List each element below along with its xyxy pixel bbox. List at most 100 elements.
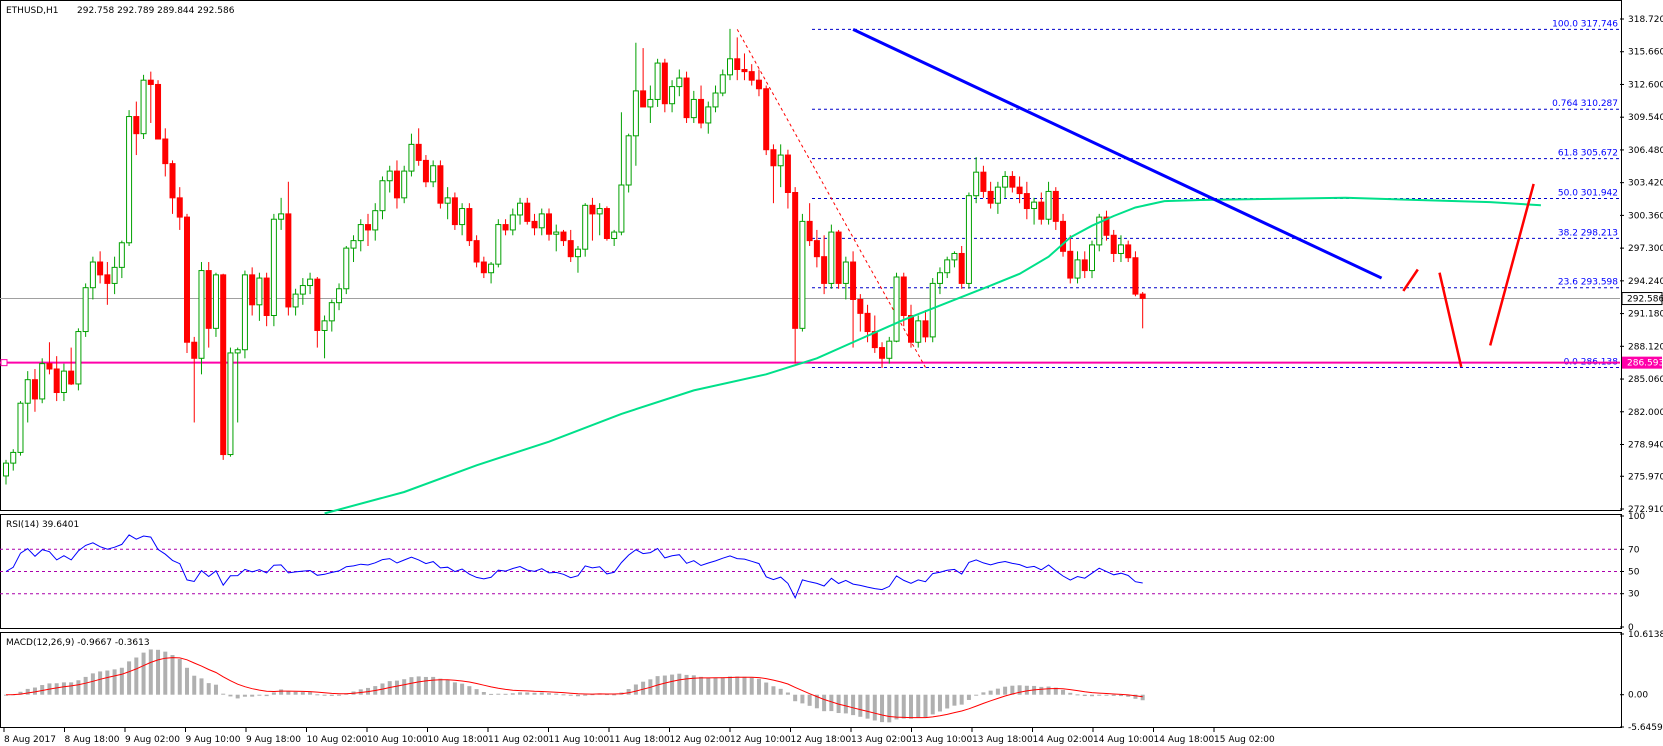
candle-body (676, 77, 683, 88)
rsi-tick-label: 30 (1628, 590, 1640, 600)
candle-body (444, 197, 451, 204)
macd-histogram-bar (61, 682, 66, 695)
macd-histogram-bar (460, 683, 465, 695)
macd-histogram-bar (988, 690, 993, 695)
candle-body (372, 210, 379, 231)
rsi-tick-label: 50 (1628, 568, 1640, 578)
candle-body (169, 163, 176, 199)
macd-histogram-bar (1082, 694, 1087, 697)
macd-histogram-bar (423, 676, 428, 695)
macd-histogram-bar (814, 694, 819, 709)
candle-body (299, 285, 306, 295)
macd-histogram-bar (800, 694, 805, 704)
macd-histogram-bar (90, 673, 95, 695)
macd-histogram-bar (916, 694, 921, 718)
macd-histogram-bar (452, 682, 457, 695)
price-tick-label: 282.000 (1628, 408, 1663, 418)
candle-body (669, 86, 676, 105)
macd-histogram-bar (445, 680, 450, 695)
candle-body (234, 349, 241, 354)
candle-body (712, 92, 719, 108)
candle-body (393, 170, 400, 199)
time-tick-label: 13 Aug 10:00 (912, 735, 973, 745)
macd-histogram-bar (286, 691, 291, 695)
candle-body (1023, 193, 1030, 210)
candle-body (220, 274, 227, 456)
macd-histogram-bar (728, 676, 732, 695)
macd-histogram-bar (438, 678, 443, 695)
macd-histogram-bar (98, 671, 103, 695)
macd-histogram-bar (141, 652, 146, 695)
macd-panel (4, 649, 1145, 723)
price-tick-label: 285.060 (1628, 375, 1663, 385)
macd-signal-line (5, 657, 1143, 719)
candle-body (640, 90, 647, 108)
candle-body (828, 231, 835, 284)
candle-body (278, 213, 285, 220)
macd-histogram-bar (749, 677, 754, 695)
macd-histogram-bar (221, 693, 226, 695)
macd-histogram-bar (127, 661, 132, 695)
candle-body (973, 171, 980, 197)
macd-histogram-bar (119, 667, 124, 695)
candle-body (1074, 259, 1081, 279)
macd-histogram-bar (822, 694, 827, 712)
current-price-badge (1621, 292, 1663, 306)
candle-body (1103, 216, 1110, 236)
macd-histogram-bar (170, 655, 175, 695)
candle-body (1067, 250, 1074, 279)
price-tick-label: 272.910 (1628, 505, 1663, 515)
candle-body (292, 293, 299, 308)
candle-body (632, 90, 639, 137)
macd-histogram-bar (764, 682, 769, 695)
macd-histogram-bar (76, 680, 81, 695)
candle-body (603, 208, 610, 239)
candle-body (53, 368, 60, 394)
candle-body (357, 224, 364, 242)
candle-body (1009, 175, 1016, 188)
candle-body (582, 204, 589, 250)
macd-histogram-bar (626, 689, 631, 695)
macd-histogram-bar (525, 692, 530, 695)
macd-histogram-bar (901, 694, 906, 719)
candle-body (994, 186, 1001, 204)
rsi-panel (0, 534, 1620, 600)
macd-histogram-bar (887, 694, 892, 723)
price-tick-label: 300.360 (1628, 211, 1663, 221)
macd-histogram-bar (503, 693, 508, 695)
candle-body (951, 252, 958, 261)
macd-histogram-bar (1140, 694, 1145, 701)
candle-body (850, 261, 857, 300)
candle-body (560, 231, 567, 242)
macd-histogram-bar (257, 694, 262, 696)
candle-body (683, 77, 690, 119)
macd-histogram-bar (959, 694, 964, 705)
candle-body (307, 278, 314, 287)
candle-body (502, 224, 509, 231)
macd-histogram-bar (250, 694, 255, 697)
macd-histogram-bar (228, 694, 233, 697)
price-tick-label: 309.540 (1628, 113, 1663, 123)
candle-body (198, 270, 205, 359)
macd-histogram-bar (394, 680, 399, 695)
macd-histogram-bar (872, 694, 877, 721)
candle-body (524, 202, 531, 222)
time-tick-label: 10 Aug 02:00 (307, 735, 368, 745)
macd-histogram-bar (1053, 687, 1058, 695)
candle-body (343, 247, 350, 290)
macd-histogram-bar (894, 694, 899, 720)
candle-body (212, 274, 219, 329)
macd-histogram-bar (532, 692, 537, 695)
candle-body (727, 58, 733, 76)
macd-histogram-bar (271, 692, 276, 695)
time-tick-label: 14 Aug 10:00 (1093, 735, 1154, 745)
candle-body (350, 240, 357, 249)
fib-level-label: 38.2 298.213 (1558, 228, 1618, 238)
time-tick-label: 8 Aug 18:00 (65, 735, 120, 745)
price-tick-label: 288.120 (1628, 342, 1663, 352)
candle-body (1132, 257, 1139, 295)
candle-body (3, 462, 9, 477)
candle-body (285, 213, 292, 308)
macd-histogram-bar (865, 694, 870, 719)
macd-histogram-bar (192, 675, 197, 695)
